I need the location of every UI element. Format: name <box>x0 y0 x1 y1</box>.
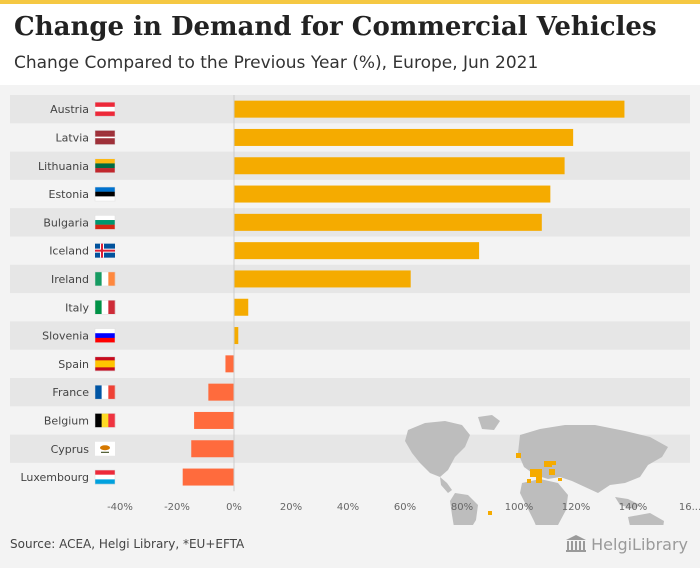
map-greenland <box>478 415 500 430</box>
row-bands <box>10 95 690 463</box>
country-flags <box>94 101 116 485</box>
ireland-flag <box>94 271 116 287</box>
luxembourg-flag <box>94 469 116 485</box>
x-tick-label: -40% <box>107 502 133 513</box>
bar-lithuania <box>234 157 565 175</box>
latvia-flag <box>94 130 116 145</box>
category-label: Estonia <box>49 188 90 201</box>
x-tick-label: 100% <box>505 502 534 513</box>
category-label: Latvia <box>56 131 90 144</box>
category-label: Cyprus <box>51 443 90 456</box>
x-tick-label: 120% <box>562 502 591 513</box>
x-tick-label: 80% <box>451 502 473 513</box>
category-label: Austria <box>50 103 89 116</box>
x-tick-label: 140% <box>619 502 648 513</box>
map-europe-highlight <box>488 453 562 515</box>
x-tick-label: 0% <box>226 502 242 513</box>
world-map-image <box>405 415 668 525</box>
map-africa <box>520 479 568 525</box>
chart-title: Change in Demand for Commercial Vehicles <box>14 12 657 42</box>
bar-italy <box>234 298 249 316</box>
bar-spain <box>225 355 234 373</box>
category-label: Spain <box>58 358 89 371</box>
category-label: Italy <box>65 301 89 314</box>
category-labels: Austria Latvia Lithuania Estonia Bulgaria Ice… <box>20 103 89 484</box>
italy-flag <box>94 300 116 315</box>
belgium-flag <box>94 413 116 428</box>
bar-luxembourg <box>182 468 234 486</box>
map-southeast-asia <box>615 497 640 509</box>
chart-area: Austria Latvia Lithuania Estonia Bulgaria Ice… <box>0 85 700 525</box>
x-tick-label: 60% <box>394 502 416 513</box>
estonia-flag <box>94 186 116 202</box>
iceland-flag <box>95 243 115 258</box>
x-tick-label: 40% <box>337 502 359 513</box>
x-axis-ticks: -40% -20% 0% 20% 40% 60% 80% 100% 120% 140% 16... <box>107 502 700 513</box>
bar-ireland <box>234 270 411 288</box>
accent-bar <box>0 0 700 4</box>
category-label: Bulgaria <box>43 216 89 229</box>
category-label: Luxembourg <box>20 471 89 484</box>
x-tick-label: -20% <box>164 502 190 513</box>
spain-flag <box>94 356 116 372</box>
brand-logo: HelgiLibrary <box>565 534 688 554</box>
bar-cyprus <box>191 440 234 458</box>
map-australia <box>628 513 664 525</box>
bar-iceland <box>234 242 480 260</box>
austria-flag <box>94 101 116 117</box>
bar-estonia <box>234 185 551 203</box>
library-icon <box>566 535 587 552</box>
chart-header: Change in Demand for Commercial Vehicles… <box>0 4 700 85</box>
bar-chart: Austria Latvia Lithuania Estonia Bulgaria Ice… <box>10 95 700 525</box>
row-band <box>10 378 690 407</box>
category-label: Iceland <box>49 245 89 258</box>
bulgaria-flag <box>94 215 116 230</box>
bar-bulgaria <box>234 213 542 231</box>
slovenia-flag <box>94 328 116 343</box>
bar-slovenia <box>234 327 239 345</box>
bars <box>182 95 625 492</box>
bar-latvia <box>234 128 574 146</box>
category-label: Belgium <box>44 414 89 427</box>
bar-belgium <box>194 411 234 429</box>
cyprus-flag <box>95 441 115 456</box>
bar-france <box>208 383 234 401</box>
category-label: Lithuania <box>38 160 89 173</box>
category-label: Slovenia <box>42 330 89 343</box>
x-tick-label: 20% <box>280 502 302 513</box>
france-flag <box>94 384 116 400</box>
bar-austria <box>234 100 625 118</box>
map-central-america <box>440 477 452 493</box>
x-tick-label: 16... <box>679 502 700 513</box>
source-note: Source: ACEA, Helgi Library, *EU+EFTA <box>10 537 245 551</box>
lithuania-flag <box>94 158 116 173</box>
category-label: Ireland <box>51 273 89 286</box>
map-eurasia <box>518 425 668 493</box>
map-south-america <box>450 493 478 525</box>
row-band <box>10 321 690 350</box>
category-label: France <box>52 386 89 399</box>
map-north-america <box>405 421 470 477</box>
chart-subtitle: Change Compared to the Previous Year (%)… <box>14 53 539 73</box>
chart-footer: Source: ACEA, Helgi Library, *EU+EFTA He… <box>0 525 700 568</box>
brand-name: HelgiLibrary <box>591 534 688 554</box>
